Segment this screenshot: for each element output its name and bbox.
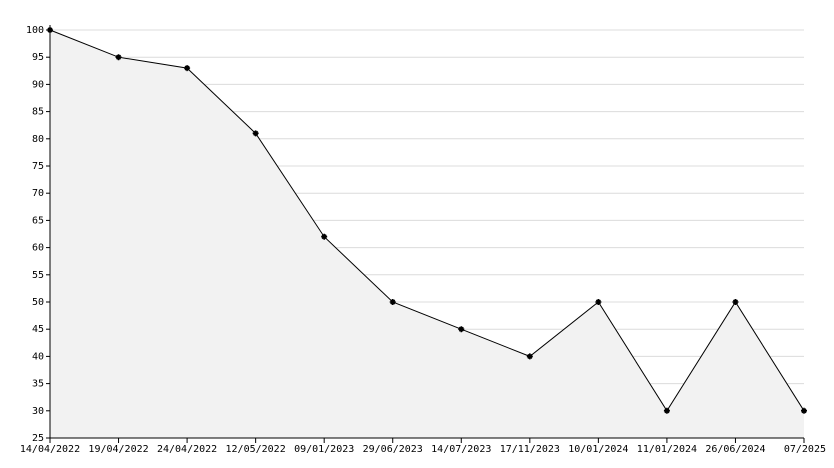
- line: [49, 29, 805, 412]
- y-tick-label: 40: [32, 351, 44, 362]
- y-tick-label: 90: [32, 79, 44, 90]
- y-tick-label: 85: [32, 107, 44, 118]
- x-tick-label: 14/07/2023: [431, 444, 491, 455]
- marker: [321, 233, 328, 240]
- x-tick-label: 17/11/2023: [500, 444, 560, 455]
- y-tick-label: 95: [32, 52, 44, 63]
- marker: [732, 299, 739, 305]
- x-tick-label: 10/01/2024: [568, 444, 628, 455]
- x-tick-label: 26/06/2024: [705, 444, 765, 455]
- marker: [389, 299, 396, 305]
- x-tick-label: 11/01/2024: [637, 444, 697, 455]
- marker: [184, 65, 191, 72]
- y-tick-label: 75: [32, 161, 44, 172]
- y-tick-label: 70: [32, 188, 44, 199]
- x-tick-label: 24/04/2022: [157, 444, 217, 455]
- y-tick-label: 35: [32, 379, 44, 390]
- marker: [663, 407, 670, 414]
- marker: [115, 54, 122, 61]
- y-tick-label: 30: [32, 406, 44, 417]
- y-tick-label: 25: [32, 433, 44, 444]
- marker: [47, 27, 53, 33]
- marker: [801, 407, 807, 414]
- y-tick-label: 65: [32, 215, 44, 226]
- marker: [526, 353, 533, 360]
- marker: [595, 299, 602, 305]
- y-tick-label: 55: [32, 270, 44, 281]
- x-tick-label: 19/04/2022: [88, 444, 148, 455]
- y-tick-label: 45: [32, 324, 44, 335]
- y-tick-label: 50: [32, 297, 44, 308]
- y-tick-label: 80: [32, 134, 44, 145]
- y-tick-label: 100: [26, 25, 44, 36]
- x-tick-label: 09/01/2023: [294, 444, 354, 455]
- x-tick-label: 29/06/2023: [363, 444, 423, 455]
- x-tick-label: 12/05/2022: [226, 444, 286, 455]
- marker: [252, 130, 259, 137]
- marker: [458, 326, 465, 333]
- area: [50, 30, 804, 438]
- x-tick-label: 07/2025: [784, 444, 826, 455]
- y-tick-label: 60: [32, 243, 44, 254]
- x-tick-label: 14/04/2022: [20, 444, 80, 455]
